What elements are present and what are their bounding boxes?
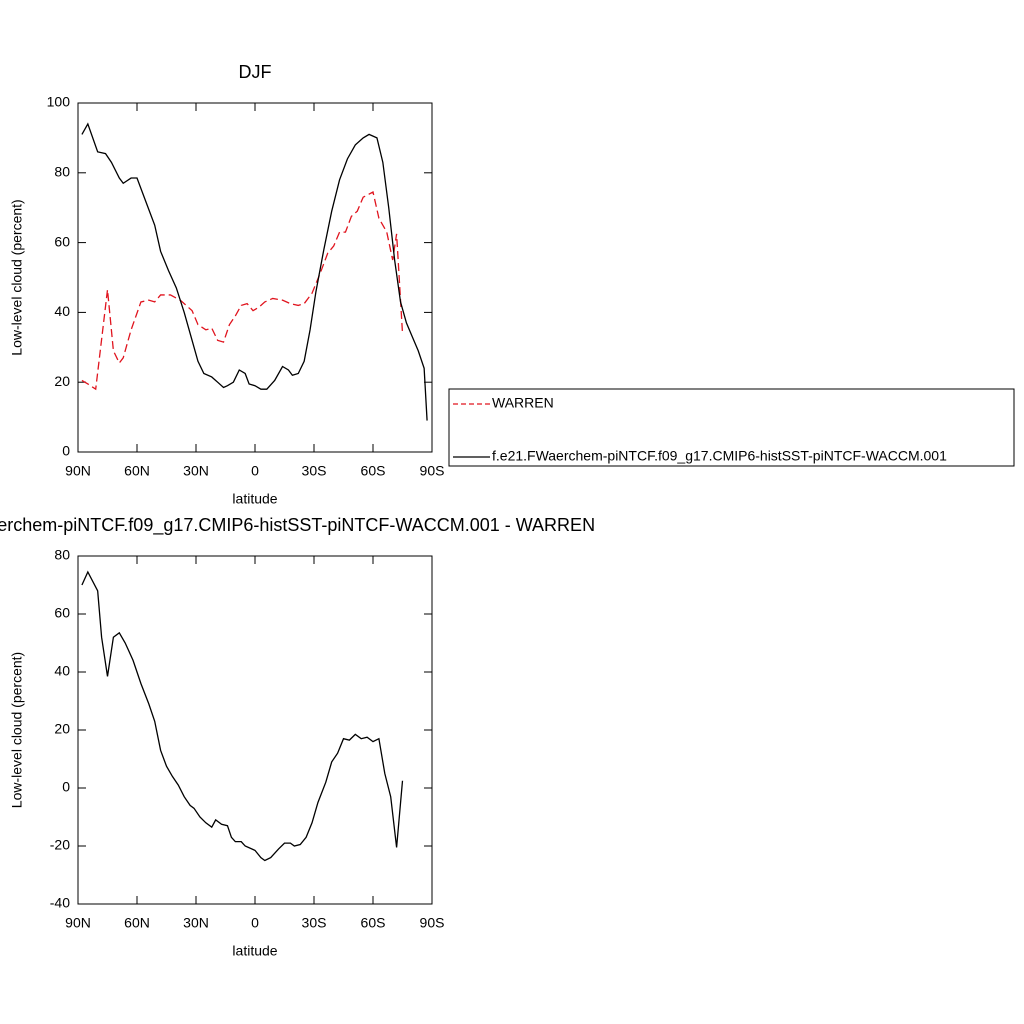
- x-tick-label: 60S: [361, 463, 386, 479]
- chart-title: DJF: [239, 62, 272, 82]
- x-tick-label: 60S: [361, 915, 386, 931]
- x-tick-label: 90N: [65, 463, 91, 479]
- y-tick-label: 0: [62, 779, 70, 795]
- data-line: [81, 122, 428, 421]
- y-tick-label: 100: [47, 94, 71, 110]
- legend-label: WARREN: [492, 395, 554, 411]
- legend-box: [448, 388, 1015, 467]
- y-tick-label: 80: [54, 164, 70, 180]
- y-tick-label: -40: [50, 895, 70, 911]
- x-axis-label: latitude: [232, 491, 277, 507]
- y-tick-label: 60: [54, 605, 70, 621]
- plot-frame: [77, 102, 433, 453]
- data-line: [81, 570, 404, 862]
- x-tick-label: 30S: [302, 463, 327, 479]
- x-tick-label: 30N: [183, 463, 209, 479]
- y-tick-label: 40: [54, 303, 70, 319]
- x-tick-label: 90S: [420, 915, 445, 931]
- legend: WARREN f.e21.FWaerchem-piNTCF.f09_g17.CMI…: [448, 388, 1015, 467]
- plot-frame: [77, 555, 433, 905]
- chart-title: f.e21.FWaerchem-piNTCF.f09_g17.CMIP6-his…: [0, 515, 595, 536]
- y-tick-label: 20: [54, 721, 70, 737]
- x-tick-label: 90N: [65, 915, 91, 931]
- x-tick-label: 0: [251, 463, 259, 479]
- x-tick-label: 60N: [124, 463, 150, 479]
- y-tick-label: 60: [54, 233, 70, 249]
- y-tick-label: 20: [54, 373, 70, 389]
- y-axis-label: Low-level cloud (percent): [9, 199, 25, 355]
- x-tick-label: 30N: [183, 915, 209, 931]
- data-line: [81, 191, 404, 391]
- y-tick-label: 40: [54, 663, 70, 679]
- x-tick-label: 60N: [124, 915, 150, 931]
- y-tick-label: 0: [62, 443, 70, 459]
- y-tick-label: -20: [50, 837, 70, 853]
- x-tick-label: 90S: [420, 463, 445, 479]
- x-tick-label: 0: [251, 915, 259, 931]
- x-tick-label: 30S: [302, 915, 327, 931]
- legend-label: f.e21.FWaerchem-piNTCF.f09_g17.CMIP6-his…: [492, 448, 947, 464]
- y-tick-label: 80: [54, 547, 70, 563]
- x-axis-label: latitude: [232, 943, 277, 959]
- y-axis-label: Low-level cloud (percent): [9, 652, 25, 808]
